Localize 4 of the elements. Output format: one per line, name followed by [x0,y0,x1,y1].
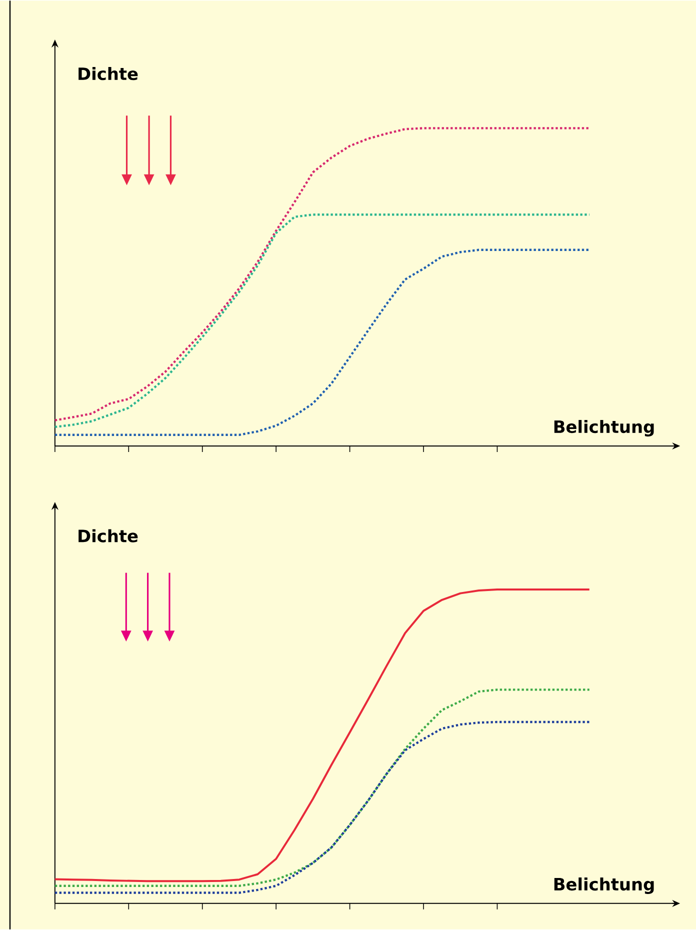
y-axis-title: Dichte [78,67,138,80]
y-axis-title: Dichte [78,529,138,542]
x-axis-title: Belichtung [554,420,654,436]
x-axis-title: Belichtung [554,877,654,894]
